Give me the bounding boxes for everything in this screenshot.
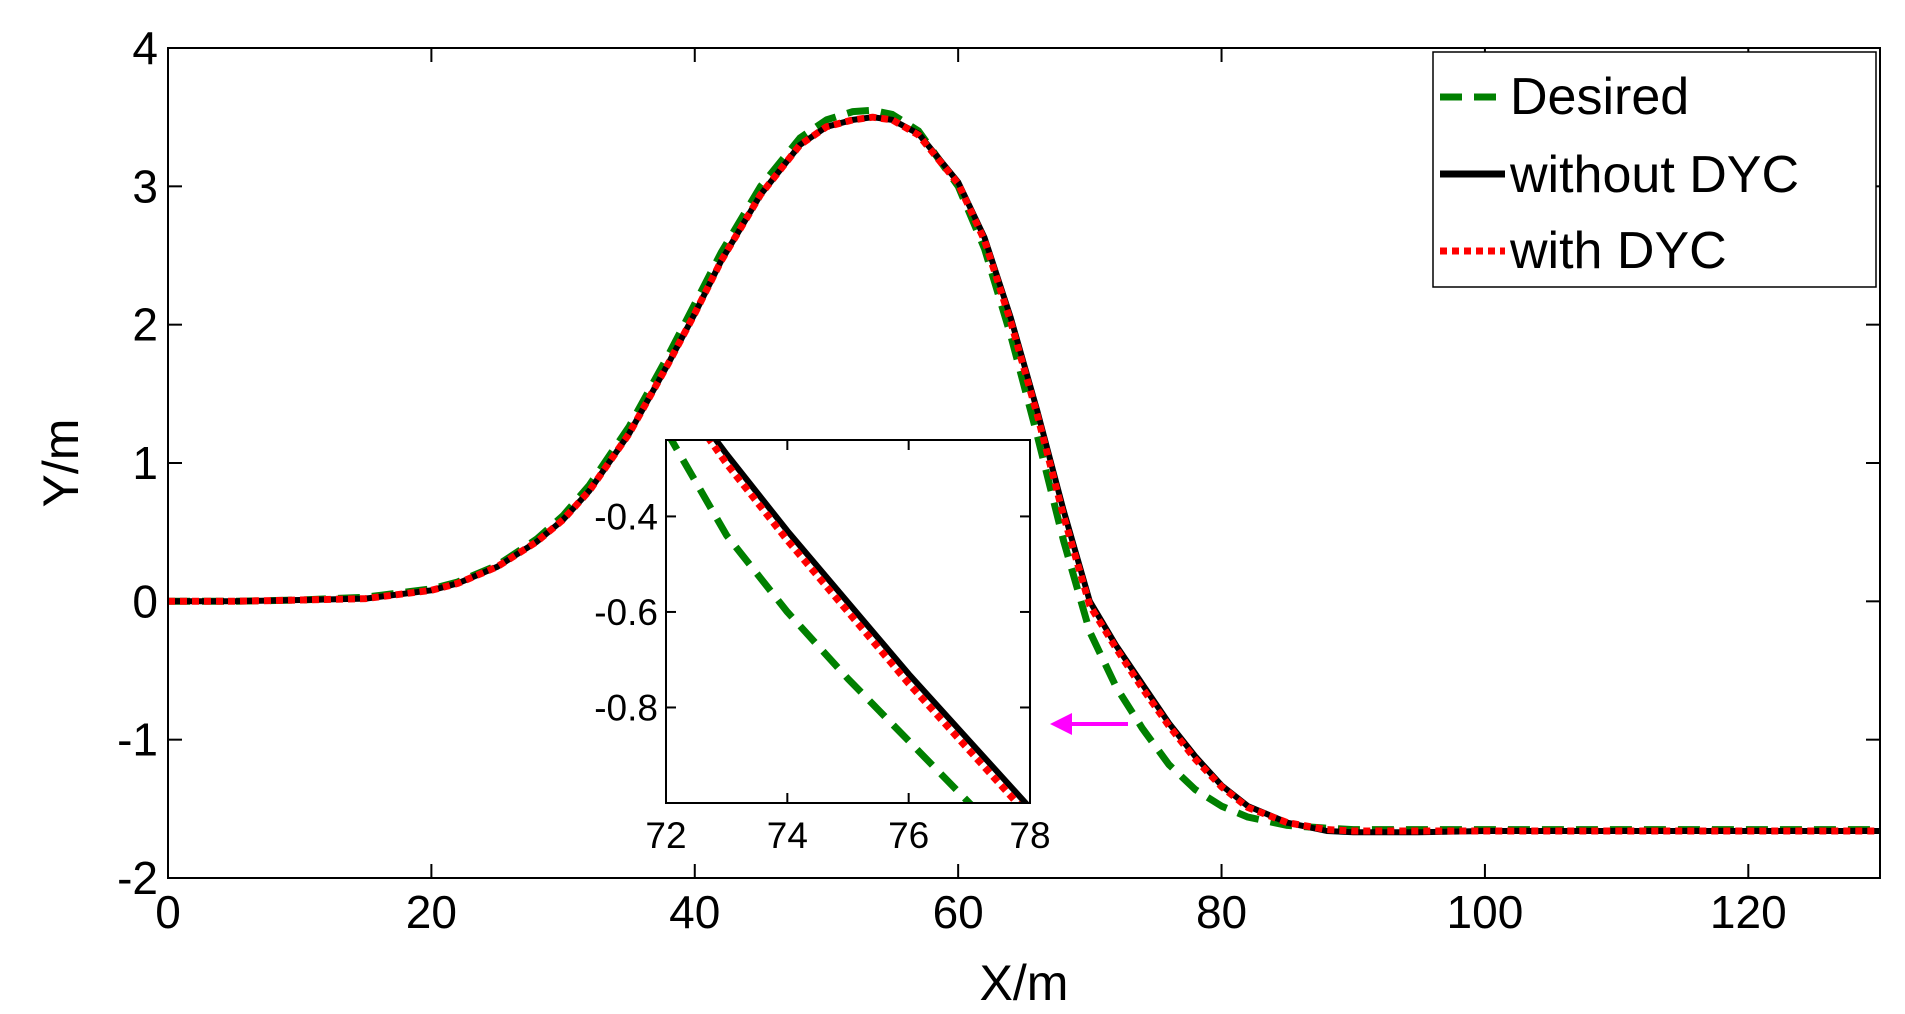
- series-line-with-dyc: [168, 113, 1880, 835]
- inset-axis-ticks: [665, 440, 1031, 803]
- legend-label-without-dyc: without DYC: [1509, 146, 1799, 204]
- legend-label-desired: Desired: [1510, 68, 1689, 126]
- main-tick-labels: 0 20 40 60 80 100 120 -2 -1 0 1 2 3 4: [117, 22, 1787, 938]
- main-plot-frame: [167, 47, 1881, 879]
- y-tick-label: -1: [117, 714, 158, 766]
- inset-y-tick-label: -0.8: [594, 687, 658, 728]
- inset-x-tick-label: 76: [888, 815, 929, 856]
- legend: Desired without DYC with DYC: [1432, 51, 1877, 288]
- y-tick-label: -2: [117, 852, 158, 904]
- y-tick-label: 1: [132, 437, 158, 489]
- x-tick-label: 40: [669, 886, 720, 938]
- inset-x-tick-label: 74: [767, 815, 808, 856]
- x-tick-label: 120: [1710, 886, 1787, 938]
- inset-x-tick-label: 78: [1009, 815, 1050, 856]
- x-tick-label: 100: [1447, 886, 1524, 938]
- inset-y-tick-label: -0.6: [594, 592, 658, 633]
- inset-x-tick-label: 72: [645, 815, 686, 856]
- zoom-arrow-icon: [1050, 713, 1128, 735]
- y-axis-label: Y/m: [33, 419, 89, 508]
- y-tick-label: 3: [132, 160, 158, 212]
- legend-box: [1432, 51, 1877, 288]
- inset-series-line-desired: [667, 440, 975, 803]
- x-axis-label: X/m: [980, 955, 1069, 1011]
- legend-label-with-dyc: with DYC: [1509, 222, 1727, 280]
- y-tick-label: 4: [132, 22, 158, 74]
- main-series-group: [168, 106, 1880, 836]
- x-tick-label: 60: [933, 886, 984, 938]
- x-tick-label: 80: [1196, 886, 1247, 938]
- y-tick-label: 2: [132, 299, 158, 351]
- inset-frame: [665, 439, 1031, 804]
- x-tick-label: 0: [155, 886, 181, 938]
- inset-series-group: [667, 440, 1030, 803]
- inset-series-line-without-dyc: [712, 440, 1030, 803]
- y-tick-label: 0: [132, 575, 158, 627]
- inset-series-line-with-dyc: [705, 440, 1022, 803]
- inset-y-tick-label: -0.4: [594, 496, 658, 537]
- inset-tick-labels: 72 74 76 78 -0.8 -0.6 -0.4: [594, 496, 1050, 856]
- x-tick-label: 20: [406, 886, 457, 938]
